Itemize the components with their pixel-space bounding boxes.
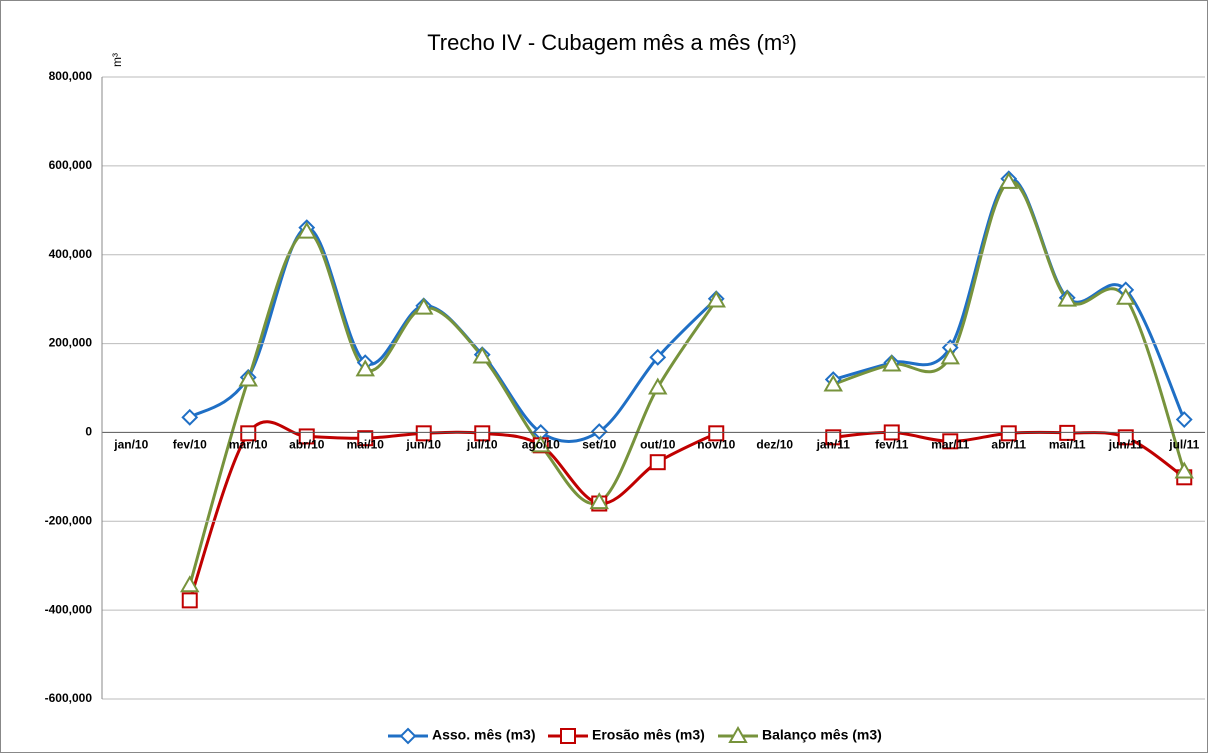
x-tick-label: fev/11	[875, 438, 909, 452]
x-tick-label: nov/10	[697, 438, 735, 452]
point	[1116, 287, 1136, 305]
point	[181, 408, 199, 426]
y-tick-label: 600,000	[49, 158, 93, 172]
x-tick-label: abr/11	[991, 438, 1026, 452]
x-tick-label: out/10	[640, 438, 676, 452]
legend: Asso. mês (m3) Erosão mês (m3) Balanço mês…	[388, 725, 882, 745]
y-tick-label: 400,000	[49, 247, 93, 261]
point	[708, 425, 725, 442]
x-tick-label: mar/10	[229, 438, 268, 452]
point	[240, 425, 257, 442]
x-tick-label: jan/10	[113, 438, 148, 452]
point	[1174, 461, 1194, 479]
y-tick-label: 0	[85, 425, 92, 439]
point	[825, 429, 842, 446]
point	[531, 435, 551, 453]
y-tick-label: 800,000	[49, 69, 93, 83]
y-axis-label: m³	[110, 53, 124, 67]
x-tick-label: mai/11	[1049, 438, 1086, 452]
point	[1175, 411, 1193, 428]
x-tick-label: set/10	[582, 438, 616, 452]
point	[590, 423, 608, 440]
point	[297, 221, 317, 239]
point	[823, 374, 843, 392]
legend-label: Balanço mês (m3)	[762, 727, 882, 743]
chart-title: Trecho IV - Cubagem mês a mês (m³)	[427, 30, 797, 55]
point	[648, 377, 668, 395]
point	[238, 369, 258, 387]
point	[1000, 425, 1017, 442]
x-tick-label: ago/10	[522, 438, 560, 452]
point	[560, 728, 576, 744]
point	[942, 433, 959, 450]
x-tick-label: jun/11	[1108, 438, 1143, 452]
point	[649, 348, 667, 366]
point	[589, 492, 609, 510]
x-tick-label: fev/10	[173, 438, 207, 452]
x-tick-label: jul/10	[466, 438, 498, 452]
point	[355, 359, 375, 377]
point	[181, 592, 198, 609]
point	[1057, 289, 1077, 307]
point	[940, 347, 960, 365]
point	[414, 297, 434, 315]
plot-area	[180, 170, 1194, 609]
point	[357, 430, 374, 447]
point	[728, 725, 748, 743]
point	[474, 425, 491, 442]
legend-label: Asso. mês (m3)	[432, 727, 535, 743]
x-tick-label: dez/10	[756, 438, 793, 452]
point	[415, 425, 432, 442]
point	[472, 346, 492, 364]
point	[649, 454, 666, 471]
y-tick-label: -400,000	[45, 602, 93, 616]
x-tick-label: mai/10	[347, 438, 385, 452]
point	[1117, 429, 1134, 446]
point	[882, 354, 902, 372]
legend-label: Erosão mês (m3)	[592, 727, 705, 743]
point	[180, 575, 200, 593]
x-tick-label: abr/10	[289, 438, 325, 452]
point	[399, 727, 417, 745]
y-tick-label: -200,000	[45, 513, 93, 527]
x-tick-label: jan/11	[816, 438, 851, 452]
x-tick-label: jun/10	[405, 438, 441, 452]
point	[706, 290, 726, 308]
y-tick-label: 200,000	[49, 336, 93, 350]
point	[999, 171, 1019, 189]
x-tick-label: mar/11	[931, 438, 969, 452]
x-tick-label: jul/11	[1168, 438, 1199, 452]
y-tick-label: -600,000	[45, 691, 93, 705]
